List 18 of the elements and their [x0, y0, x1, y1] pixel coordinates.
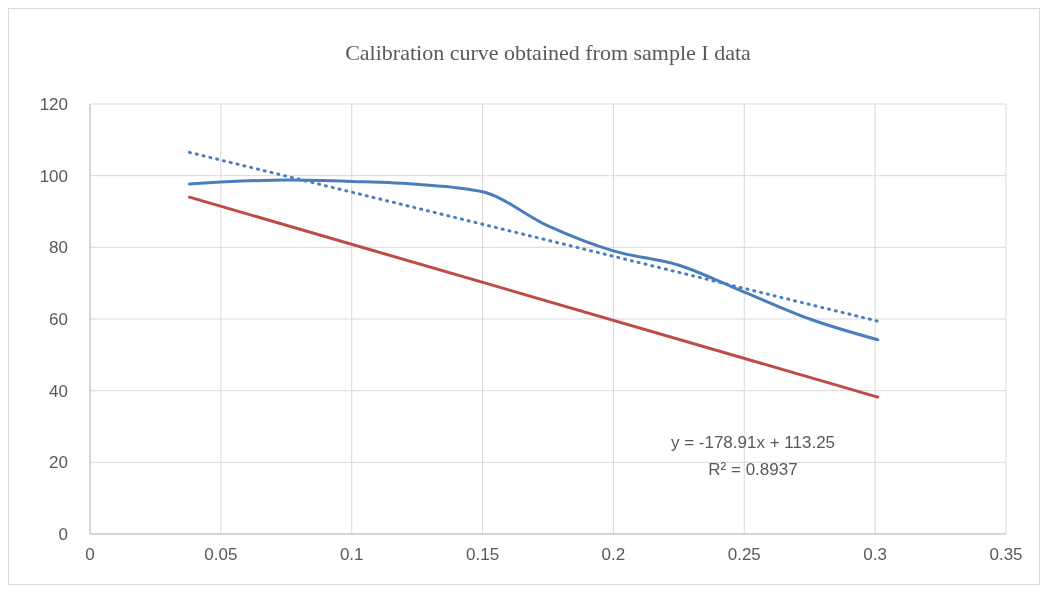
y-tick-label: 20 [49, 453, 68, 473]
x-tick-label: 0.25 [727, 545, 761, 564]
x-tick-label: 0.35 [989, 545, 1023, 564]
y-tick-label: 80 [49, 238, 68, 258]
y-tick-label: 60 [49, 310, 68, 329]
x-tick-label: 0.3 [863, 545, 887, 564]
annotation: y = -178.91x + 113.25 [670, 433, 836, 452]
annotation: R² = 0.8937 [708, 460, 798, 479]
chart-title: Calibration curve obtained from sample I data [345, 40, 752, 65]
y-tick-label: 120 [39, 95, 68, 114]
x-tick-label: 0.1 [339, 545, 364, 564]
y-tick-label: 40 [49, 381, 68, 401]
x-tick-label: 0.15 [466, 545, 500, 564]
x-tick-label: 0.2 [601, 545, 626, 564]
y-tick-label: 100 [39, 166, 68, 186]
x-tick-label: 0 [85, 545, 95, 564]
y-tick-label: 0 [58, 525, 68, 544]
x-tick-label: 0.05 [204, 545, 238, 564]
